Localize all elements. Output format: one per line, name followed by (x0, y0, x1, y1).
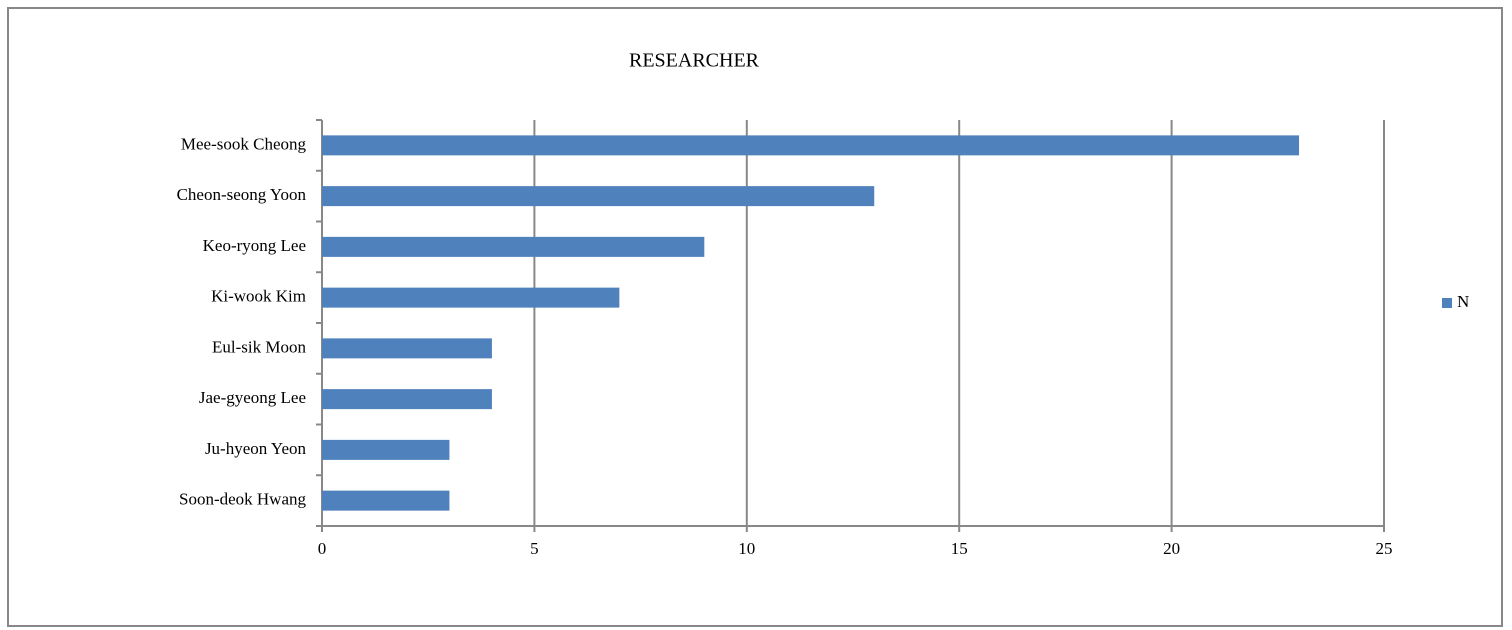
bar (322, 389, 492, 410)
y-tick-label: Ki-wook Kim (211, 287, 306, 306)
y-tick-label: Soon-deok Hwang (179, 490, 307, 509)
bar (322, 135, 1300, 156)
chart-border (7, 7, 1503, 627)
x-tick-label: 20 (1163, 539, 1180, 558)
y-tick-label: Cheon-seong Yoon (177, 185, 307, 204)
legend-label: N (1457, 292, 1469, 311)
legend-swatch (1442, 298, 1452, 308)
x-tick-label: 5 (530, 539, 539, 558)
x-tick-label: 10 (738, 539, 755, 558)
y-tick-label: Jae-gyeong Lee (199, 388, 306, 407)
y-tick-label: Ju-hyeon Yeon (205, 439, 307, 458)
bar (322, 287, 620, 308)
bar (322, 338, 492, 359)
y-tick-label: Keo-ryong Lee (203, 236, 306, 255)
bar (322, 236, 705, 257)
bar (322, 439, 450, 460)
x-tick-label: 15 (951, 539, 968, 558)
x-tick-label: 0 (318, 539, 327, 558)
bar (322, 186, 875, 207)
bar (322, 490, 450, 511)
chart-title: RESEARCHER (629, 50, 760, 72)
x-tick-label: 25 (1376, 539, 1393, 558)
y-tick-label: Mee-sook Cheong (181, 134, 307, 153)
y-tick-label: Eul-sik Moon (212, 337, 306, 356)
